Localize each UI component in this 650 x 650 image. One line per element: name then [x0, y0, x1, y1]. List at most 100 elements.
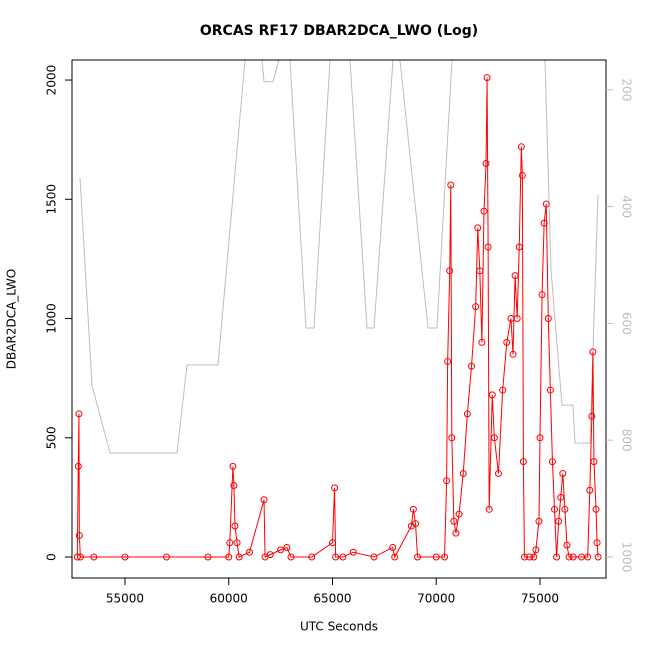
data-point — [446, 267, 454, 275]
data-point — [73, 553, 81, 561]
data-point — [499, 386, 507, 394]
data-point — [544, 315, 552, 323]
data-point — [555, 517, 563, 525]
data-point — [551, 505, 559, 513]
data-point — [331, 484, 339, 492]
data-point — [235, 553, 243, 561]
data-point — [455, 510, 463, 518]
data-point — [226, 539, 234, 547]
y-tick-label: 1000 — [45, 303, 59, 334]
data-point — [536, 434, 544, 442]
data-point — [592, 505, 600, 513]
data-point — [474, 224, 482, 232]
y2-tick-label: 400 — [620, 195, 634, 218]
x-tick-label: 75000 — [521, 592, 559, 606]
data-point — [75, 532, 83, 540]
data-point — [589, 348, 597, 356]
data-point — [76, 553, 84, 561]
data-point — [519, 458, 527, 466]
data-point — [588, 412, 596, 420]
data-point — [411, 520, 419, 528]
data-point — [594, 553, 602, 561]
data-point — [553, 553, 561, 561]
data-point — [339, 553, 347, 561]
data-point — [225, 553, 233, 561]
data-point — [432, 553, 440, 561]
data-point — [391, 553, 399, 561]
y2-tick-label: 600 — [620, 312, 634, 335]
x-tick-label: 70000 — [417, 592, 455, 606]
data-point — [532, 546, 540, 554]
data-point — [563, 541, 571, 549]
data-point — [472, 303, 480, 311]
data-point — [162, 553, 170, 561]
data-point — [482, 160, 490, 168]
y2-tick-label: 1000 — [620, 542, 634, 573]
y-tick-label: 500 — [45, 426, 59, 449]
data-point — [557, 493, 565, 501]
data-point — [590, 458, 598, 466]
data-point — [245, 548, 253, 556]
y-tick-label: 0 — [45, 553, 59, 561]
data-point — [452, 529, 460, 537]
data-point — [546, 386, 554, 394]
data-point — [409, 505, 417, 513]
data-point — [459, 470, 467, 478]
data-point — [517, 143, 525, 151]
y-tick-label: 2000 — [45, 65, 59, 96]
data-point — [328, 539, 336, 547]
y-tick-label: 1500 — [45, 184, 59, 215]
data-point — [229, 462, 237, 470]
data-point — [488, 391, 496, 399]
data-point — [476, 267, 484, 275]
data-line — [76, 77, 599, 559]
data-point — [561, 505, 569, 513]
data-point — [121, 553, 129, 561]
data-point — [484, 243, 492, 251]
data-point — [287, 553, 295, 561]
data-point — [535, 517, 543, 525]
data-point — [511, 272, 519, 280]
data-point — [370, 553, 378, 561]
data-point — [520, 553, 528, 561]
data-point — [463, 410, 471, 418]
data-point — [277, 546, 285, 554]
y-axis-label: DBAR2DCA_LWO — [5, 269, 19, 369]
data-point — [480, 207, 488, 215]
data-point — [548, 458, 556, 466]
data-point — [349, 548, 357, 556]
data-point — [530, 553, 538, 561]
x-tick-label: 60000 — [210, 592, 248, 606]
plot-area — [73, 60, 602, 561]
data-point — [266, 551, 274, 559]
data-point — [447, 181, 455, 189]
data-point — [559, 470, 567, 478]
data-point — [441, 553, 449, 561]
data-point — [483, 74, 491, 82]
data-point — [540, 219, 548, 227]
data-point — [204, 553, 212, 561]
data-point — [569, 553, 577, 561]
data-point — [538, 291, 546, 299]
data-point — [260, 496, 268, 504]
chart-title: ORCAS RF17 DBAR2DCA_LWO (Log) — [200, 23, 478, 39]
data-point — [586, 486, 594, 494]
y2-tick-label: 800 — [620, 429, 634, 452]
data-point — [389, 543, 397, 551]
data-point — [513, 315, 521, 323]
data-point — [74, 462, 82, 470]
data-point — [503, 338, 511, 346]
data-point — [90, 553, 98, 561]
data-point — [584, 553, 592, 561]
data-point — [233, 539, 241, 547]
x-axis-label: UTC Seconds — [300, 620, 378, 634]
data-point — [593, 539, 601, 547]
y2-line — [79, 60, 599, 454]
data-point — [565, 553, 573, 561]
data-point — [485, 505, 493, 513]
data-point — [443, 477, 451, 485]
data-point — [450, 517, 458, 525]
plot-frame — [71, 59, 607, 579]
data-point — [542, 200, 550, 208]
data-point — [518, 171, 526, 179]
